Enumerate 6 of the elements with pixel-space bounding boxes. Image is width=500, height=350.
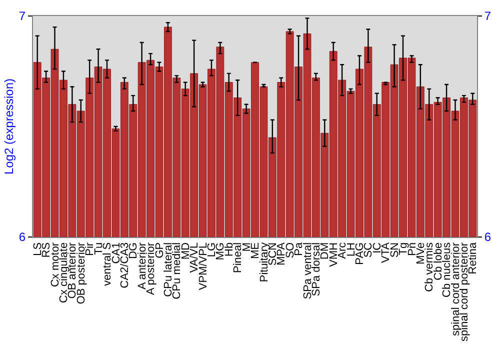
x-tick-label: A posterior [145,242,158,295]
x-tick-label: OB posterior [75,242,88,304]
y2-tick-label: 7 [484,9,492,24]
y2-tick-label: 6 [484,230,492,244]
y-axis-title: Log2 (expression) [2,78,16,175]
x-tick-label: Tg [398,242,410,256]
